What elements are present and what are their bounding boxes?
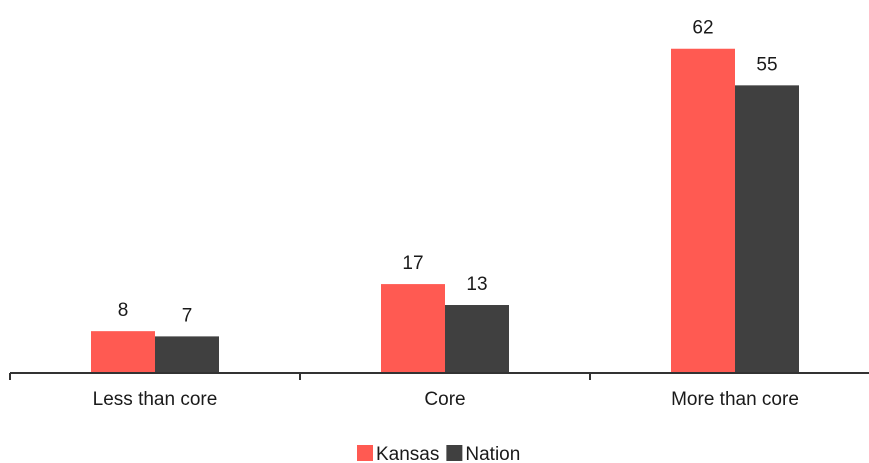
bar-nation [155,336,219,373]
data-label-kansas: 62 [692,18,713,39]
bar-kansas [91,331,155,373]
data-label-kansas: 8 [118,300,129,321]
legend-swatch-kansas [357,445,373,461]
bar-kansas [671,48,735,374]
value-labels-group: 8 7 17 13 62 55 [118,18,778,327]
data-label-nation: 13 [466,274,487,295]
category-label: Less than core [93,389,218,410]
category-label: Core [424,389,465,410]
legend: Kansas Nation [357,444,520,463]
data-label-nation: 55 [756,54,777,75]
bar-nation [735,85,799,373]
category-label: More than core [671,389,799,410]
bar-nation [445,305,509,373]
legend-swatch-nation [446,445,463,461]
data-label-kansas: 17 [402,253,423,274]
data-label-nation: 7 [182,305,193,326]
legend-label-kansas: Kansas [376,444,439,463]
legend-label-nation: Nation [465,444,520,463]
bar-kansas [381,284,445,373]
category-labels-group: Less than core Core More than core [93,389,799,410]
x-axis-ticks [9,373,591,380]
bars-group [91,48,799,374]
